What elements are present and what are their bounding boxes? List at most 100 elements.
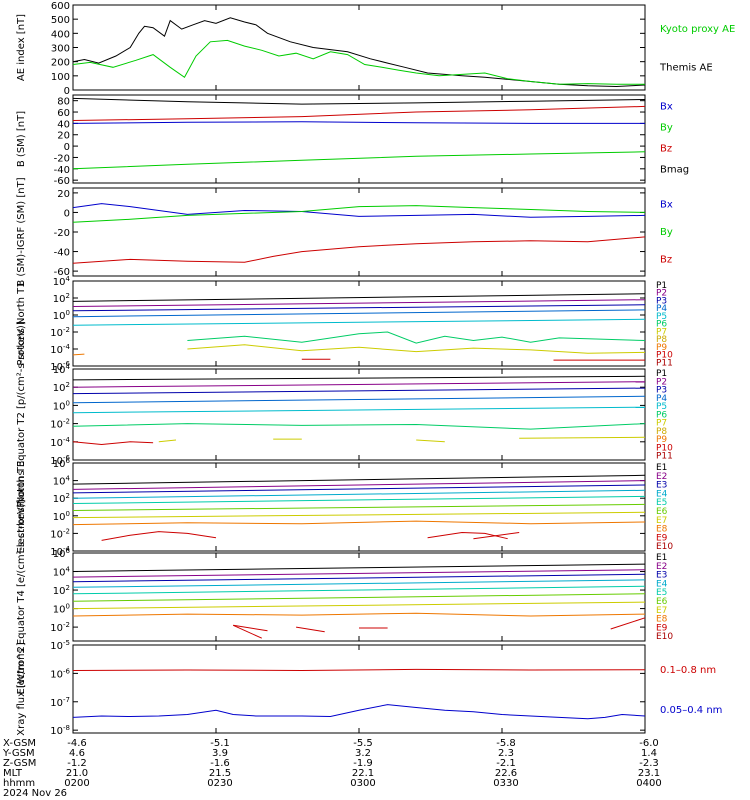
series-line-e2 [72, 480, 646, 490]
legend-entry: E8 [656, 525, 668, 535]
panel-1: 600 500 400 300 200 100 0 AE index [nT] Kyoto pr… [16, 1, 735, 97]
panel-frame [72, 94, 646, 184]
series-line-p10 [72, 441, 154, 446]
y-tick-label: 104 [53, 275, 71, 288]
legend-entry: Kyoto proxy AE [660, 24, 735, 35]
y-tick-label: 20 [57, 189, 70, 200]
y-tick-label: 102 [53, 492, 70, 505]
y-tick-label: 10-2 [50, 418, 70, 431]
x-axis-value: 2.3 [498, 748, 514, 759]
series-line-e9e [610, 617, 646, 630]
y-tick-label: 100 [53, 309, 70, 322]
legend-entry: E7 [656, 516, 667, 526]
series-line-0-1-0-8-nm [72, 668, 646, 672]
legend-entry: P8 [656, 335, 667, 345]
y-tick-label: 104 [53, 475, 71, 488]
series-line-e3 [72, 484, 646, 494]
y-tick-label: 60 [57, 108, 70, 119]
y-tick-label: -60 [54, 176, 70, 187]
series-line-p7 [187, 344, 646, 354]
legend-entry: P6 [656, 320, 667, 330]
series-line-e3 [72, 573, 646, 583]
legend-entry: Bz [660, 144, 672, 155]
y-tick-label: 10-6 [50, 360, 70, 373]
y-tick-label: 80 [57, 97, 70, 108]
y-axis-label: B (SM)-IGRF (SM) [nT] [16, 177, 27, 286]
series-line-by [72, 151, 646, 170]
x-axis-value: 0200 [64, 778, 89, 789]
legend-entry: P5 [656, 312, 667, 322]
series-line-e1 [72, 563, 646, 572]
panel-frame [72, 4, 646, 91]
y-tick-label: -20 [54, 153, 70, 164]
y-tick-label: 10-6 [50, 454, 70, 467]
panel-7: 106 104 102 100 10-2 Electrons Equator T4 [e/… [16, 499, 673, 694]
legend-entry: E2 [656, 472, 667, 482]
x-axis-row-label: X-GSM [3, 738, 36, 749]
legend-entry: By [660, 227, 673, 238]
x-axis-date: 2024 Nov 26 [3, 788, 67, 799]
y-tick-label: 300 [51, 44, 70, 55]
legend-entry: By [660, 123, 673, 134]
y-tick-label: 200 [51, 58, 70, 69]
legend-entry: P6 [656, 410, 667, 420]
x-axis-value: -1.6 [210, 758, 230, 769]
legend-entry: Bz [660, 254, 672, 265]
series-line-e9b [233, 624, 268, 632]
y-tick-label: 10-8 [50, 724, 70, 737]
y-tick-label: 10-4 [50, 436, 70, 449]
series-line-p1 [72, 375, 646, 381]
series-line-by [72, 205, 646, 223]
series-line-p4 [72, 395, 646, 404]
series-line-p6 [72, 423, 646, 430]
y-tick-label: 104 [53, 363, 71, 376]
legend-entry: E3 [656, 481, 667, 491]
series-line-0-05-0-4-nm [72, 704, 646, 720]
y-tick-label: 400 [51, 29, 70, 40]
legend-entry: P8 [656, 427, 667, 437]
legend-entry: P11 [656, 358, 673, 368]
series-line-p7c [416, 439, 445, 443]
series-line-e9c [473, 532, 520, 540]
y-tick-label: -60 [54, 267, 70, 278]
panel-3: 20 0 -20 -40 -60 B (SM)-IGRF (SM) [nT] Bx By Bz [16, 177, 673, 286]
x-axis-value: 3.2 [355, 748, 371, 759]
series-line-p6 [187, 331, 646, 344]
legend-entry: E2 [656, 562, 667, 572]
y-tick-label: -20 [54, 228, 70, 239]
series-line-p9 [72, 353, 85, 356]
series-line-e6 [72, 503, 646, 511]
panel-frame [72, 644, 646, 734]
legend-entry: P9 [656, 435, 667, 445]
y-tick-label: 10-7 [50, 696, 70, 709]
x-axis-value: -1.9 [353, 758, 373, 769]
x-axis-value: -6.0 [639, 738, 659, 749]
y-axis-label: Electrons North T3 [16, 460, 27, 553]
series-line-p3 [72, 304, 646, 312]
y-tick-label: 0 [64, 208, 70, 219]
series-line-e7 [72, 601, 646, 610]
legend-entry: E5 [656, 498, 667, 508]
y-tick-label: 102 [53, 584, 70, 597]
y-tick-label: 106 [53, 547, 71, 560]
y-tick-label: 10-4 [50, 343, 70, 356]
legend-entry: Bmag [660, 165, 689, 176]
x-axis-value: -5.8 [496, 738, 516, 749]
x-axis-row-label: MLT [3, 768, 23, 779]
x-axis-value: 22.6 [495, 768, 517, 779]
panel-5: 104 102 100 10-2 10-4 10-6 Protons Equator T2 … [16, 321, 673, 508]
y-tick-label: 40 [57, 119, 70, 130]
panel-6: 106 104 102 100 10-2 10-4 Electrons North T3 E1… [16, 457, 673, 558]
y-tick-label: 10-5 [50, 639, 70, 652]
x-axis-value: 22.1 [352, 768, 374, 779]
y-tick-label: 0 [64, 142, 70, 153]
x-axis-value: 3.9 [212, 748, 228, 759]
panel-8: 10-5 10-6 10-7 10-8 Xray flux [W/m^2] 0.1–0.8… [16, 639, 722, 737]
y-tick-label: 100 [53, 510, 70, 523]
legend-entry: P3 [656, 386, 667, 396]
legend-entry: 0.05–0.4 nm [660, 705, 722, 716]
y-tick-label: 102 [53, 292, 70, 305]
series-line-p3 [72, 387, 646, 395]
y-tick-label: 104 [53, 566, 71, 579]
